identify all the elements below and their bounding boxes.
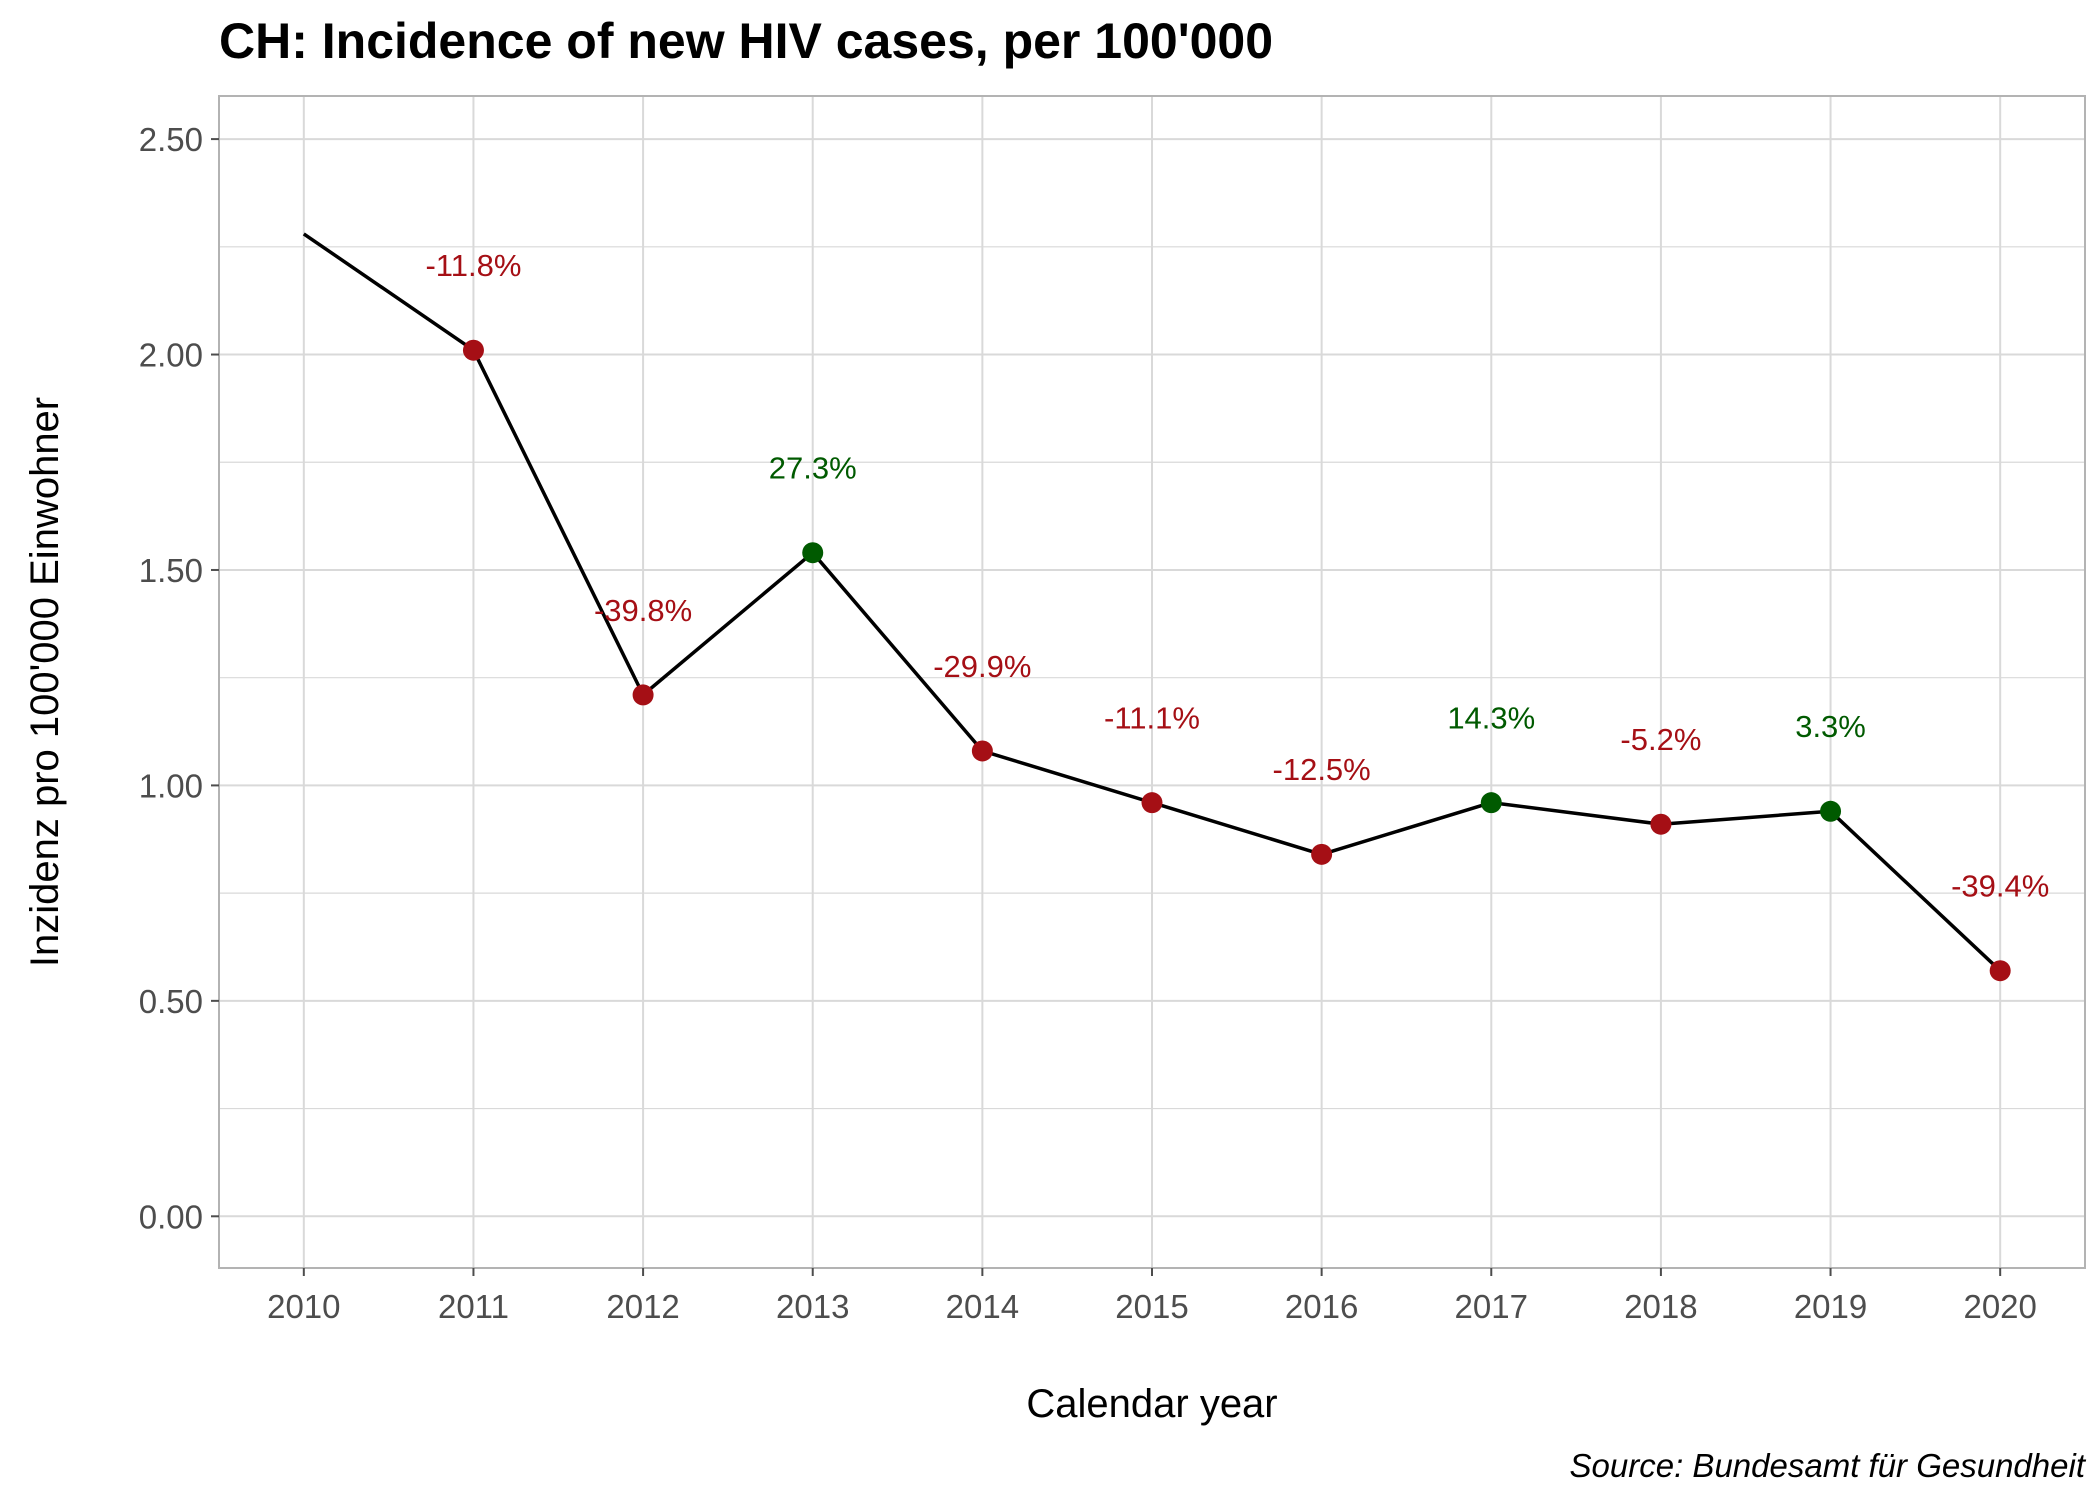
x-tick-label: 2010 [267,1288,340,1325]
data-label: -11.8% [425,248,521,283]
x-tick-label: 2014 [946,1288,1019,1325]
x-tick-label: 2018 [1624,1288,1697,1325]
x-tick-label: 2019 [1794,1288,1867,1325]
x-axis-title: Calendar year [1026,1382,1277,1426]
data-point [1311,843,1333,865]
grid [219,96,2085,1268]
data-label: 3.3% [1795,709,1866,744]
series [302,232,2011,982]
data-point [1650,813,1672,835]
data-point [802,542,824,564]
y-tick-label: 0.00 [139,1198,203,1235]
data-label: -5.2% [1620,722,1701,757]
x-tick-label: 2013 [776,1288,849,1325]
x-tick-label: 2011 [438,1288,509,1325]
data-label: -29.9% [933,649,1031,684]
x-tick-label: 2017 [1455,1288,1528,1325]
x-axis-ticks: 2010 2011 2012 2013 2014 2015 2016 2017 2018 2019… [267,1268,2037,1325]
y-tick-label: 2.00 [139,337,203,374]
data-point [632,684,654,706]
data-point [462,339,484,361]
data-label: -11.1% [1104,700,1200,735]
data-point [1480,792,1502,814]
source-caption: Source: Bundesamt für Gesundheit [1570,1447,2087,1484]
y-tick-label: 1.00 [139,767,203,804]
data-label: -39.4% [1951,869,2049,904]
x-tick-label: 2012 [606,1288,679,1325]
y-tick-label: 1.50 [139,552,203,589]
data-point [1989,960,2011,982]
data-point [1141,792,1163,814]
x-tick-label: 2020 [1963,1288,2036,1325]
data-label: 14.3% [1447,700,1535,735]
data-label: 27.3% [769,451,857,486]
data-label: -39.8% [594,593,692,628]
y-axis-title: Inzidenz pro 100'000 Einwohner [23,397,67,967]
y-tick-label: 2.50 [139,121,203,158]
y-axis-ticks: 0.00 0.50 1.00 1.50 2.00 2.50 [139,121,219,1235]
data-label: -12.5% [1273,752,1371,787]
y-tick-label: 0.50 [139,983,203,1020]
data-labels: -11.8% -39.8% 27.3% -29.9% -11.1% -12.5% 14.3%… [425,248,2049,903]
x-tick-label: 2016 [1285,1288,1358,1325]
data-point [1820,800,1842,822]
chart-title: CH: Incidence of new HIV cases, per 100'… [219,13,1273,69]
data-point [971,740,993,762]
x-tick-label: 2015 [1115,1288,1188,1325]
